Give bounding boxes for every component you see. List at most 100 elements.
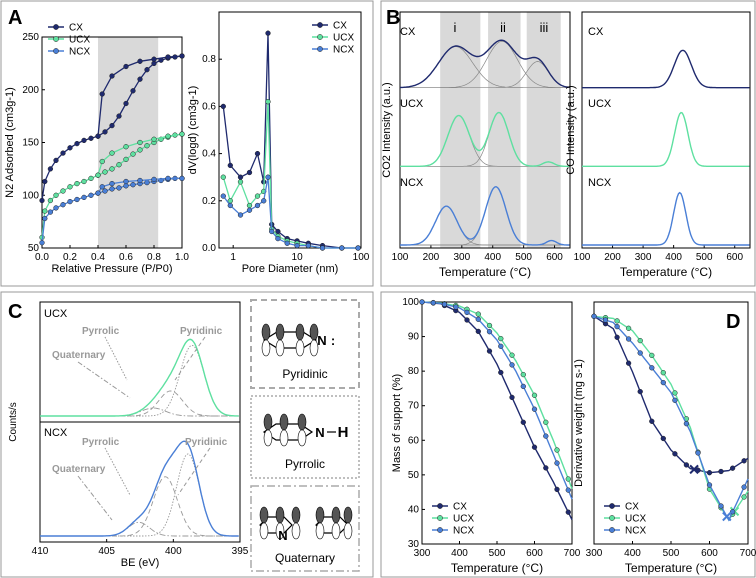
panel-a-border bbox=[0, 0, 374, 287]
d2-xtick-label: 300 bbox=[586, 548, 603, 559]
a1-point-CX bbox=[74, 140, 80, 147]
pyrrolic-orbital-1-bottom bbox=[279, 429, 289, 447]
b1-xtick-label: 200 bbox=[423, 252, 440, 263]
a1-ytick-label: 50 bbox=[28, 243, 40, 254]
quaternary-orbital-2-bottom bbox=[291, 522, 301, 540]
a1-point-UCX bbox=[95, 172, 101, 178]
b2-xtick-label: 600 bbox=[726, 252, 743, 263]
c-label-ncx: NCX bbox=[44, 427, 68, 439]
b-label-ucx: UCX bbox=[400, 98, 424, 110]
d2-point-UCX bbox=[741, 494, 747, 500]
a2-point-NCX bbox=[319, 245, 326, 251]
d1-point-NCX bbox=[498, 343, 504, 349]
quaternary-orbital-5-bottom bbox=[343, 522, 353, 540]
b1-xlabel: Temperature (°C) bbox=[439, 265, 531, 279]
a1-point-NCX bbox=[67, 198, 73, 205]
d2-point-CX bbox=[741, 458, 747, 464]
a2-point-UCX bbox=[254, 193, 261, 199]
a1-point-NCX bbox=[88, 192, 94, 198]
c-component-NCX-1 bbox=[40, 476, 239, 537]
c-ucx-pyridinic-label: Pyridinic bbox=[180, 326, 223, 337]
d1-point-NCX bbox=[486, 329, 493, 335]
a1-point-UCX bbox=[109, 150, 115, 156]
d1-point-UCX bbox=[554, 447, 560, 453]
a1-point-CX bbox=[109, 73, 115, 79]
d2-point-CX bbox=[637, 388, 643, 395]
quaternary-orbital-3-bottom bbox=[315, 522, 325, 540]
region-label-iii: iii bbox=[540, 20, 549, 35]
a1-point-UCX bbox=[99, 158, 105, 165]
a2-ytick-label: 0.4 bbox=[202, 149, 216, 160]
pyrrolic-n-atom: N bbox=[315, 425, 324, 440]
pyridinic-lone-pair: : bbox=[331, 333, 335, 348]
d1-ytick-label: 80 bbox=[408, 366, 420, 377]
b1-series-NCX bbox=[400, 186, 570, 246]
quaternary-orbital-0-bottom bbox=[259, 522, 269, 540]
c-xlabel: BE (eV) bbox=[121, 557, 160, 569]
b2-xtick-label: 400 bbox=[665, 252, 682, 263]
quaternary-orbital-1-bottom bbox=[275, 522, 285, 540]
a2-point-NCX bbox=[355, 245, 361, 251]
d1-point-CX bbox=[498, 369, 504, 376]
d2-point-CX bbox=[683, 462, 690, 468]
quaternary-orbital-4-top bbox=[331, 506, 341, 524]
a2-series-UCX bbox=[222, 101, 359, 249]
b2-series-NCX bbox=[582, 191, 750, 246]
d1-point-NCX bbox=[464, 309, 470, 316]
c-xtick-label: 400 bbox=[165, 546, 182, 557]
a1-point-CX bbox=[102, 129, 108, 135]
quaternary-orbital-5-top bbox=[343, 506, 353, 524]
d1-legend-label: UCX bbox=[453, 514, 474, 525]
b1-xtick-label: 400 bbox=[484, 252, 501, 263]
pyrrolic-box bbox=[250, 395, 360, 479]
a2-xtick-label: 1 bbox=[230, 252, 236, 263]
d1-ytick-label: 100 bbox=[402, 297, 419, 308]
d1-point-NCX bbox=[441, 301, 448, 307]
d1-legend-label: CX bbox=[453, 502, 467, 513]
pyridinic-orbital-2-bottom bbox=[295, 339, 305, 357]
panel-c-border bbox=[0, 291, 374, 578]
d1-xlabel: Temperature (°C) bbox=[451, 561, 543, 575]
a1-point-UCX bbox=[60, 188, 66, 194]
a1-point-CX bbox=[99, 91, 105, 97]
d2-point-NCX bbox=[718, 503, 724, 509]
a2-xtick-label: 10 bbox=[292, 252, 304, 263]
d2-series-UCX bbox=[593, 315, 749, 522]
pyridinic-label: Pyridinic bbox=[282, 367, 327, 381]
quaternary-orbital-3-top bbox=[315, 506, 325, 524]
b2-label-ncx: NCX bbox=[588, 177, 612, 189]
d1-xtick-label: 600 bbox=[526, 548, 543, 559]
d2-cross-CX bbox=[689, 464, 699, 475]
d2-legend-marker bbox=[609, 503, 615, 509]
a2-point-CX bbox=[246, 169, 253, 176]
a2-point-UCX bbox=[246, 202, 253, 209]
d2-ylabel: Derivative weight (mg s-1) bbox=[573, 359, 585, 487]
a1-point-NCX bbox=[81, 194, 87, 201]
d1-point-CX bbox=[565, 509, 571, 515]
b1-shaded-region-ii bbox=[488, 12, 521, 248]
a1-point-UCX bbox=[74, 180, 80, 187]
a2-ytick-label: 0.0 bbox=[202, 243, 216, 254]
b1-shaded-region-iii bbox=[526, 12, 561, 248]
a2-point-NCX bbox=[294, 242, 300, 249]
b-label-ncx: NCX bbox=[400, 177, 424, 189]
a2-point-CX bbox=[265, 30, 271, 36]
a1-point-UCX bbox=[47, 197, 54, 204]
c-annotation-arrow bbox=[77, 475, 113, 521]
a1-point-UCX bbox=[109, 166, 115, 172]
a1-point-NCX bbox=[39, 240, 45, 246]
a1-point-CX bbox=[123, 63, 129, 70]
d2-point-UCX bbox=[637, 337, 643, 344]
c-ylabel: Counts/s bbox=[8, 402, 19, 441]
panel-label-b: B bbox=[386, 7, 400, 29]
a1-point-NCX bbox=[99, 184, 105, 190]
a2-point-NCX bbox=[265, 174, 271, 180]
b2-ylabel: CO Intensity (a.u.) bbox=[565, 85, 577, 174]
b2-xtick-label: 300 bbox=[635, 252, 652, 263]
d2-point-CX bbox=[649, 418, 655, 424]
d1-point-UCX bbox=[475, 311, 481, 317]
b2-xlabel: Temperature (°C) bbox=[620, 265, 712, 279]
d2-point-UCX bbox=[649, 352, 655, 359]
d1-legend-marker bbox=[437, 527, 443, 533]
pyridinic-orbital-0-bottom bbox=[261, 339, 271, 357]
